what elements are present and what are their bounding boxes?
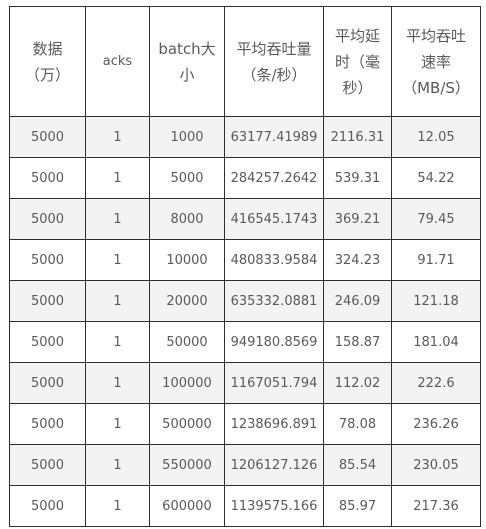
cell-avg-latency: 85.54 — [323, 444, 392, 486]
cell-batch-size: 1000 — [149, 116, 225, 158]
cell-batch-size: 5000 — [149, 157, 225, 199]
cell-acks: 1 — [85, 403, 150, 445]
cell-avg-rate: 12.05 — [391, 116, 481, 158]
cell-acks: 1 — [85, 239, 150, 281]
table-row: 5000 1 1000 63177.41989 2116.31 12.05 — [9, 116, 481, 158]
table-row: 5000 1 10000 480833.9584 324.23 91.71 — [9, 239, 481, 281]
cell-batch-size: 20000 — [149, 280, 225, 322]
header-data-count: 数据 （万） — [9, 6, 86, 117]
cell-batch-size: 10000 — [149, 239, 225, 281]
cell-batch-size: 600000 — [149, 485, 225, 527]
cell-avg-rate: 121.18 — [391, 280, 481, 322]
cell-avg-throughput: 480833.9584 — [224, 239, 324, 281]
header-batch-size: batch大 小 — [149, 6, 225, 117]
cell-acks: 1 — [85, 485, 150, 527]
cell-batch-size: 550000 — [149, 444, 225, 486]
cell-batch-size: 8000 — [149, 198, 225, 240]
cell-data-count: 5000 — [9, 362, 86, 404]
cell-data-count: 5000 — [9, 444, 86, 486]
cell-data-count: 5000 — [9, 157, 86, 199]
cell-avg-throughput: 284257.2642 — [224, 157, 324, 199]
cell-avg-latency: 112.02 — [323, 362, 392, 404]
cell-batch-size: 100000 — [149, 362, 225, 404]
cell-avg-rate: 54.22 — [391, 157, 481, 199]
cell-data-count: 5000 — [9, 198, 86, 240]
table-row: 5000 1 50000 949180.8569 158.87 181.04 — [9, 321, 481, 363]
table-container: 数据 （万） acks batch大 小 平均吞吐量 （条/秒） 平均延 时（毫… — [9, 6, 481, 527]
cell-batch-size: 50000 — [149, 321, 225, 363]
cell-avg-throughput: 635332.0881 — [224, 280, 324, 322]
cell-data-count: 5000 — [9, 280, 86, 322]
cell-data-count: 5000 — [9, 239, 86, 281]
cell-acks: 1 — [85, 157, 150, 199]
cell-acks: 1 — [85, 198, 150, 240]
cell-avg-throughput: 416545.1743 — [224, 198, 324, 240]
cell-avg-latency: 78.08 — [323, 403, 392, 445]
cell-avg-throughput: 63177.41989 — [224, 116, 324, 158]
cell-avg-throughput: 1167051.794 — [224, 362, 324, 404]
cell-data-count: 5000 — [9, 485, 86, 527]
cell-batch-size: 500000 — [149, 403, 225, 445]
cell-avg-rate: 79.45 — [391, 198, 481, 240]
table-row: 5000 1 500000 1238696.891 78.08 236.26 — [9, 403, 481, 445]
benchmark-table: 数据 （万） acks batch大 小 平均吞吐量 （条/秒） 平均延 时（毫… — [9, 6, 481, 527]
cell-avg-rate: 236.26 — [391, 403, 481, 445]
cell-avg-throughput: 949180.8569 — [224, 321, 324, 363]
cell-data-count: 5000 — [9, 321, 86, 363]
cell-avg-throughput: 1238696.891 — [224, 403, 324, 445]
cell-avg-latency: 539.31 — [323, 157, 392, 199]
cell-avg-throughput: 1139575.166 — [224, 485, 324, 527]
cell-avg-latency: 85.97 — [323, 485, 392, 527]
table-row: 5000 1 8000 416545.1743 369.21 79.45 — [9, 198, 481, 240]
header-row: 数据 （万） acks batch大 小 平均吞吐量 （条/秒） 平均延 时（毫… — [9, 6, 481, 117]
table-row: 5000 1 100000 1167051.794 112.02 222.6 — [9, 362, 481, 404]
table-row: 5000 1 5000 284257.2642 539.31 54.22 — [9, 157, 481, 199]
cell-data-count: 5000 — [9, 116, 86, 158]
table-row: 5000 1 550000 1206127.126 85.54 230.05 — [9, 444, 481, 486]
cell-avg-throughput: 1206127.126 — [224, 444, 324, 486]
header-acks: acks — [85, 6, 150, 117]
header-avg-latency: 平均延 时（毫 秒） — [323, 6, 392, 117]
header-avg-throughput: 平均吞吐量 （条/秒） — [224, 6, 324, 117]
cell-avg-latency: 246.09 — [323, 280, 392, 322]
cell-avg-latency: 2116.31 — [323, 116, 392, 158]
cell-avg-latency: 158.87 — [323, 321, 392, 363]
table-row: 5000 1 600000 1139575.166 85.97 217.36 — [9, 485, 481, 527]
header-avg-rate: 平均吞吐 速率 （MB/S） — [391, 6, 481, 117]
cell-avg-latency: 324.23 — [323, 239, 392, 281]
table-row: 5000 1 20000 635332.0881 246.09 121.18 — [9, 280, 481, 322]
cell-avg-latency: 369.21 — [323, 198, 392, 240]
cell-acks: 1 — [85, 362, 150, 404]
cell-acks: 1 — [85, 444, 150, 486]
cell-avg-rate: 91.71 — [391, 239, 481, 281]
cell-avg-rate: 230.05 — [391, 444, 481, 486]
cell-acks: 1 — [85, 321, 150, 363]
cell-avg-rate: 181.04 — [391, 321, 481, 363]
cell-acks: 1 — [85, 116, 150, 158]
cell-acks: 1 — [85, 280, 150, 322]
cell-avg-rate: 222.6 — [391, 362, 481, 404]
cell-data-count: 5000 — [9, 403, 86, 445]
cell-avg-rate: 217.36 — [391, 485, 481, 527]
